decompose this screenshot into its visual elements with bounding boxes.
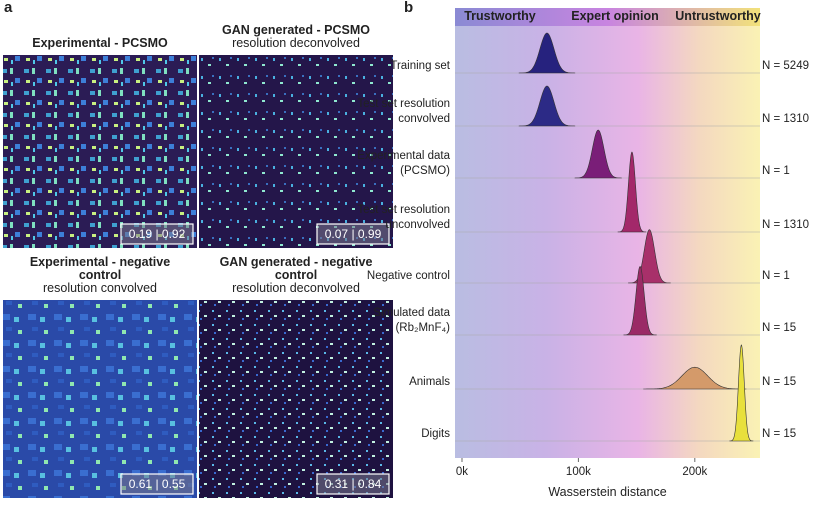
- score-box: [316, 223, 390, 245]
- image-title: Experimental - negative: [30, 255, 170, 269]
- row-label: unconvolved: [385, 219, 450, 231]
- image-title: Experimental - PCSMO: [32, 36, 168, 50]
- score-box: [120, 223, 194, 245]
- image-title: control: [275, 268, 317, 282]
- score-label: 0.31 | 0.84: [325, 477, 382, 491]
- ridge: [518, 85, 576, 127]
- image: [199, 300, 393, 498]
- score-label: 0.07 | 0.99: [325, 227, 382, 241]
- plot-background: [455, 8, 760, 458]
- x-axis-title: Wasserstein distance: [548, 485, 666, 499]
- ridge: [574, 129, 622, 179]
- panel-label: a: [4, 0, 13, 16]
- row-label: (Rb₂MnF₄): [395, 322, 450, 334]
- image-title: GAN generated - negative: [220, 255, 373, 269]
- count-label: N = 15: [762, 428, 796, 440]
- image-subtitle: resolution deconvolved: [232, 281, 360, 295]
- ridge: [643, 366, 747, 390]
- image-subtitle: resolution deconvolved: [232, 36, 360, 50]
- image: [3, 55, 197, 248]
- row-label: Experimental data: [357, 150, 450, 162]
- score-box: [120, 473, 194, 495]
- panel-label: b: [404, 0, 413, 16]
- row-label: Negative control: [367, 270, 450, 282]
- score-box: [316, 473, 390, 495]
- ridge: [729, 344, 754, 442]
- count-label: N = 15: [762, 376, 796, 388]
- image: [199, 55, 393, 248]
- image-title: control: [79, 268, 121, 282]
- ridge: [518, 32, 576, 74]
- zone-label: Untrustworthy: [675, 9, 760, 23]
- count-label: N = 1: [762, 270, 790, 282]
- row-label: Test set resolution: [357, 204, 450, 216]
- ridge: [623, 265, 657, 336]
- image: [3, 300, 197, 498]
- count-label: N = 1310: [762, 113, 809, 125]
- image-title: GAN generated - PCSMO: [222, 23, 370, 37]
- score-label: 0.61 | 0.55: [129, 477, 186, 491]
- row-label: convolved: [398, 113, 450, 125]
- ridge: [628, 229, 671, 284]
- x-tick-label: 100k: [566, 466, 591, 478]
- row-label: Animals: [409, 376, 450, 388]
- x-tick-label: 0k: [456, 466, 468, 478]
- panel-a: a Experimental - PCSMO 0.19 | 0.92 GAN gene…: [3, 0, 393, 498]
- ridge: [617, 151, 647, 233]
- count-label: N = 1: [762, 165, 790, 177]
- row-label: (PCSMO): [400, 165, 450, 177]
- image-subtitle: resolution convolved: [43, 281, 157, 295]
- count-label: N = 1310: [762, 219, 809, 231]
- row-label: Training set: [390, 60, 450, 72]
- row-label: Test set resolution: [357, 98, 450, 110]
- row-label: Digits: [421, 428, 450, 440]
- zone-header: [455, 8, 760, 26]
- zone-label: Expert opinion: [571, 9, 659, 23]
- count-label: N = 15: [762, 322, 796, 334]
- score-label: 0.19 | 0.92: [129, 227, 186, 241]
- x-tick-label: 200k: [682, 466, 707, 478]
- zone-label: Trustworthy: [464, 9, 536, 23]
- count-label: N = 5249: [762, 60, 809, 72]
- panel-b: b Trustworthy Expert opinion Untrustworthy 0…: [357, 0, 809, 499]
- row-label: Simulated data: [373, 307, 450, 319]
